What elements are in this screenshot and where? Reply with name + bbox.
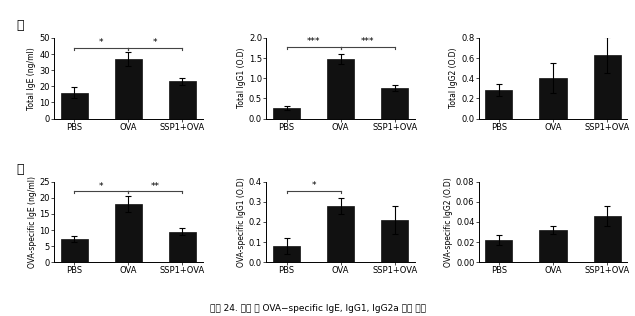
- Text: *: *: [153, 38, 157, 47]
- Y-axis label: Total IgG2 (O.D): Total IgG2 (O.D): [450, 48, 458, 108]
- Y-axis label: OVA-specific IgE (ng/ml): OVA-specific IgE (ng/ml): [27, 176, 37, 268]
- Bar: [327, 59, 354, 118]
- Text: *: *: [99, 38, 104, 47]
- Bar: [115, 204, 142, 262]
- Bar: [381, 220, 408, 262]
- Text: *: *: [99, 182, 104, 191]
- Text: ***: ***: [307, 37, 321, 46]
- Bar: [594, 216, 620, 262]
- Bar: [485, 90, 512, 118]
- Text: 그림 24. 혁청 내 OVA−specific IgE, IgG1, IgG2a 농도 차이: 그림 24. 혁청 내 OVA−specific IgE, IgG1, IgG2…: [210, 304, 425, 313]
- Text: *: *: [311, 181, 316, 190]
- Bar: [485, 240, 512, 262]
- Y-axis label: OVA-specific IgG2 (O.D): OVA-specific IgG2 (O.D): [444, 177, 453, 267]
- Bar: [540, 230, 566, 262]
- Bar: [540, 78, 566, 118]
- Y-axis label: Total IgG1 (O.D): Total IgG1 (O.D): [237, 48, 246, 108]
- Bar: [594, 55, 620, 118]
- Text: 나: 나: [16, 163, 23, 176]
- Y-axis label: Total IgE (ng/ml): Total IgE (ng/ml): [27, 47, 36, 110]
- Bar: [273, 246, 300, 262]
- Bar: [327, 206, 354, 262]
- Bar: [169, 232, 196, 262]
- Bar: [273, 108, 300, 118]
- Text: **: **: [151, 182, 160, 191]
- Bar: [381, 88, 408, 118]
- Y-axis label: OVA-specific IgG1 (O.D): OVA-specific IgG1 (O.D): [237, 177, 246, 267]
- Text: 가: 가: [16, 19, 23, 32]
- Text: ***: ***: [361, 37, 375, 46]
- Bar: [169, 82, 196, 118]
- Bar: [61, 239, 88, 262]
- Bar: [115, 59, 142, 118]
- Bar: [61, 93, 88, 118]
